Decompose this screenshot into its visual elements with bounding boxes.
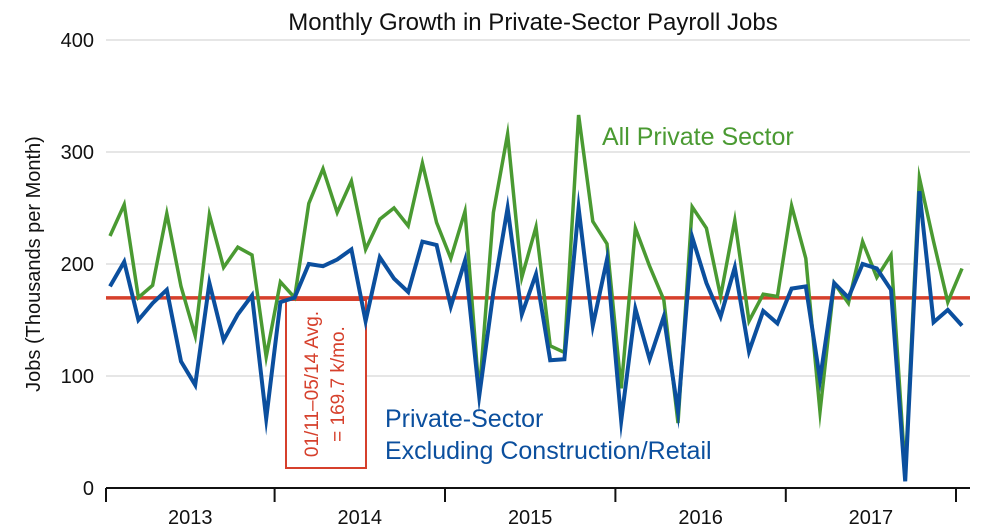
series-all-private-sector [108, 114, 964, 473]
y-axis-label: Jobs (Thousands per Month) [23, 136, 45, 392]
series-layer [108, 114, 964, 482]
y-tick-0: 0 [83, 478, 94, 500]
y-tick-300: 300 [61, 142, 94, 164]
legend-excl-line1: Private-Sector [385, 405, 543, 433]
average-label-line2: = 169.7 k/mo. [328, 326, 349, 442]
legend-all-private-sector: All Private Sector [602, 123, 794, 151]
y-axis-ticks: 0 100 200 300 400 [61, 30, 94, 500]
x-tick-2015: 2015 [508, 507, 553, 529]
y-tick-200: 200 [61, 254, 94, 276]
y-tick-100: 100 [61, 366, 94, 388]
legend-excl-construction-retail: Private-Sector Excluding Construction/Re… [385, 405, 712, 465]
x-tick-2013: 2013 [168, 507, 213, 529]
average-label: 01/11–05/14 Avg. = 169.7 k/mo. [302, 311, 349, 457]
x-tick-2016: 2016 [678, 507, 723, 529]
x-axis-ticks: 2013 2014 2015 2016 2017 [105, 488, 957, 529]
average-label-box [285, 299, 367, 469]
chart-title: Monthly Growth in Private-Sector Payroll… [288, 9, 778, 36]
gridlines [106, 39, 970, 377]
x-tick-2014: 2014 [338, 507, 383, 529]
average-label-line1: 01/11–05/14 Avg. [302, 311, 323, 457]
x-tick-2017: 2017 [849, 507, 894, 529]
y-tick-400: 400 [61, 30, 94, 52]
legend-excl-line2: Excluding Construction/Retail [385, 437, 712, 465]
series-excl-construction-retail [108, 189, 964, 482]
